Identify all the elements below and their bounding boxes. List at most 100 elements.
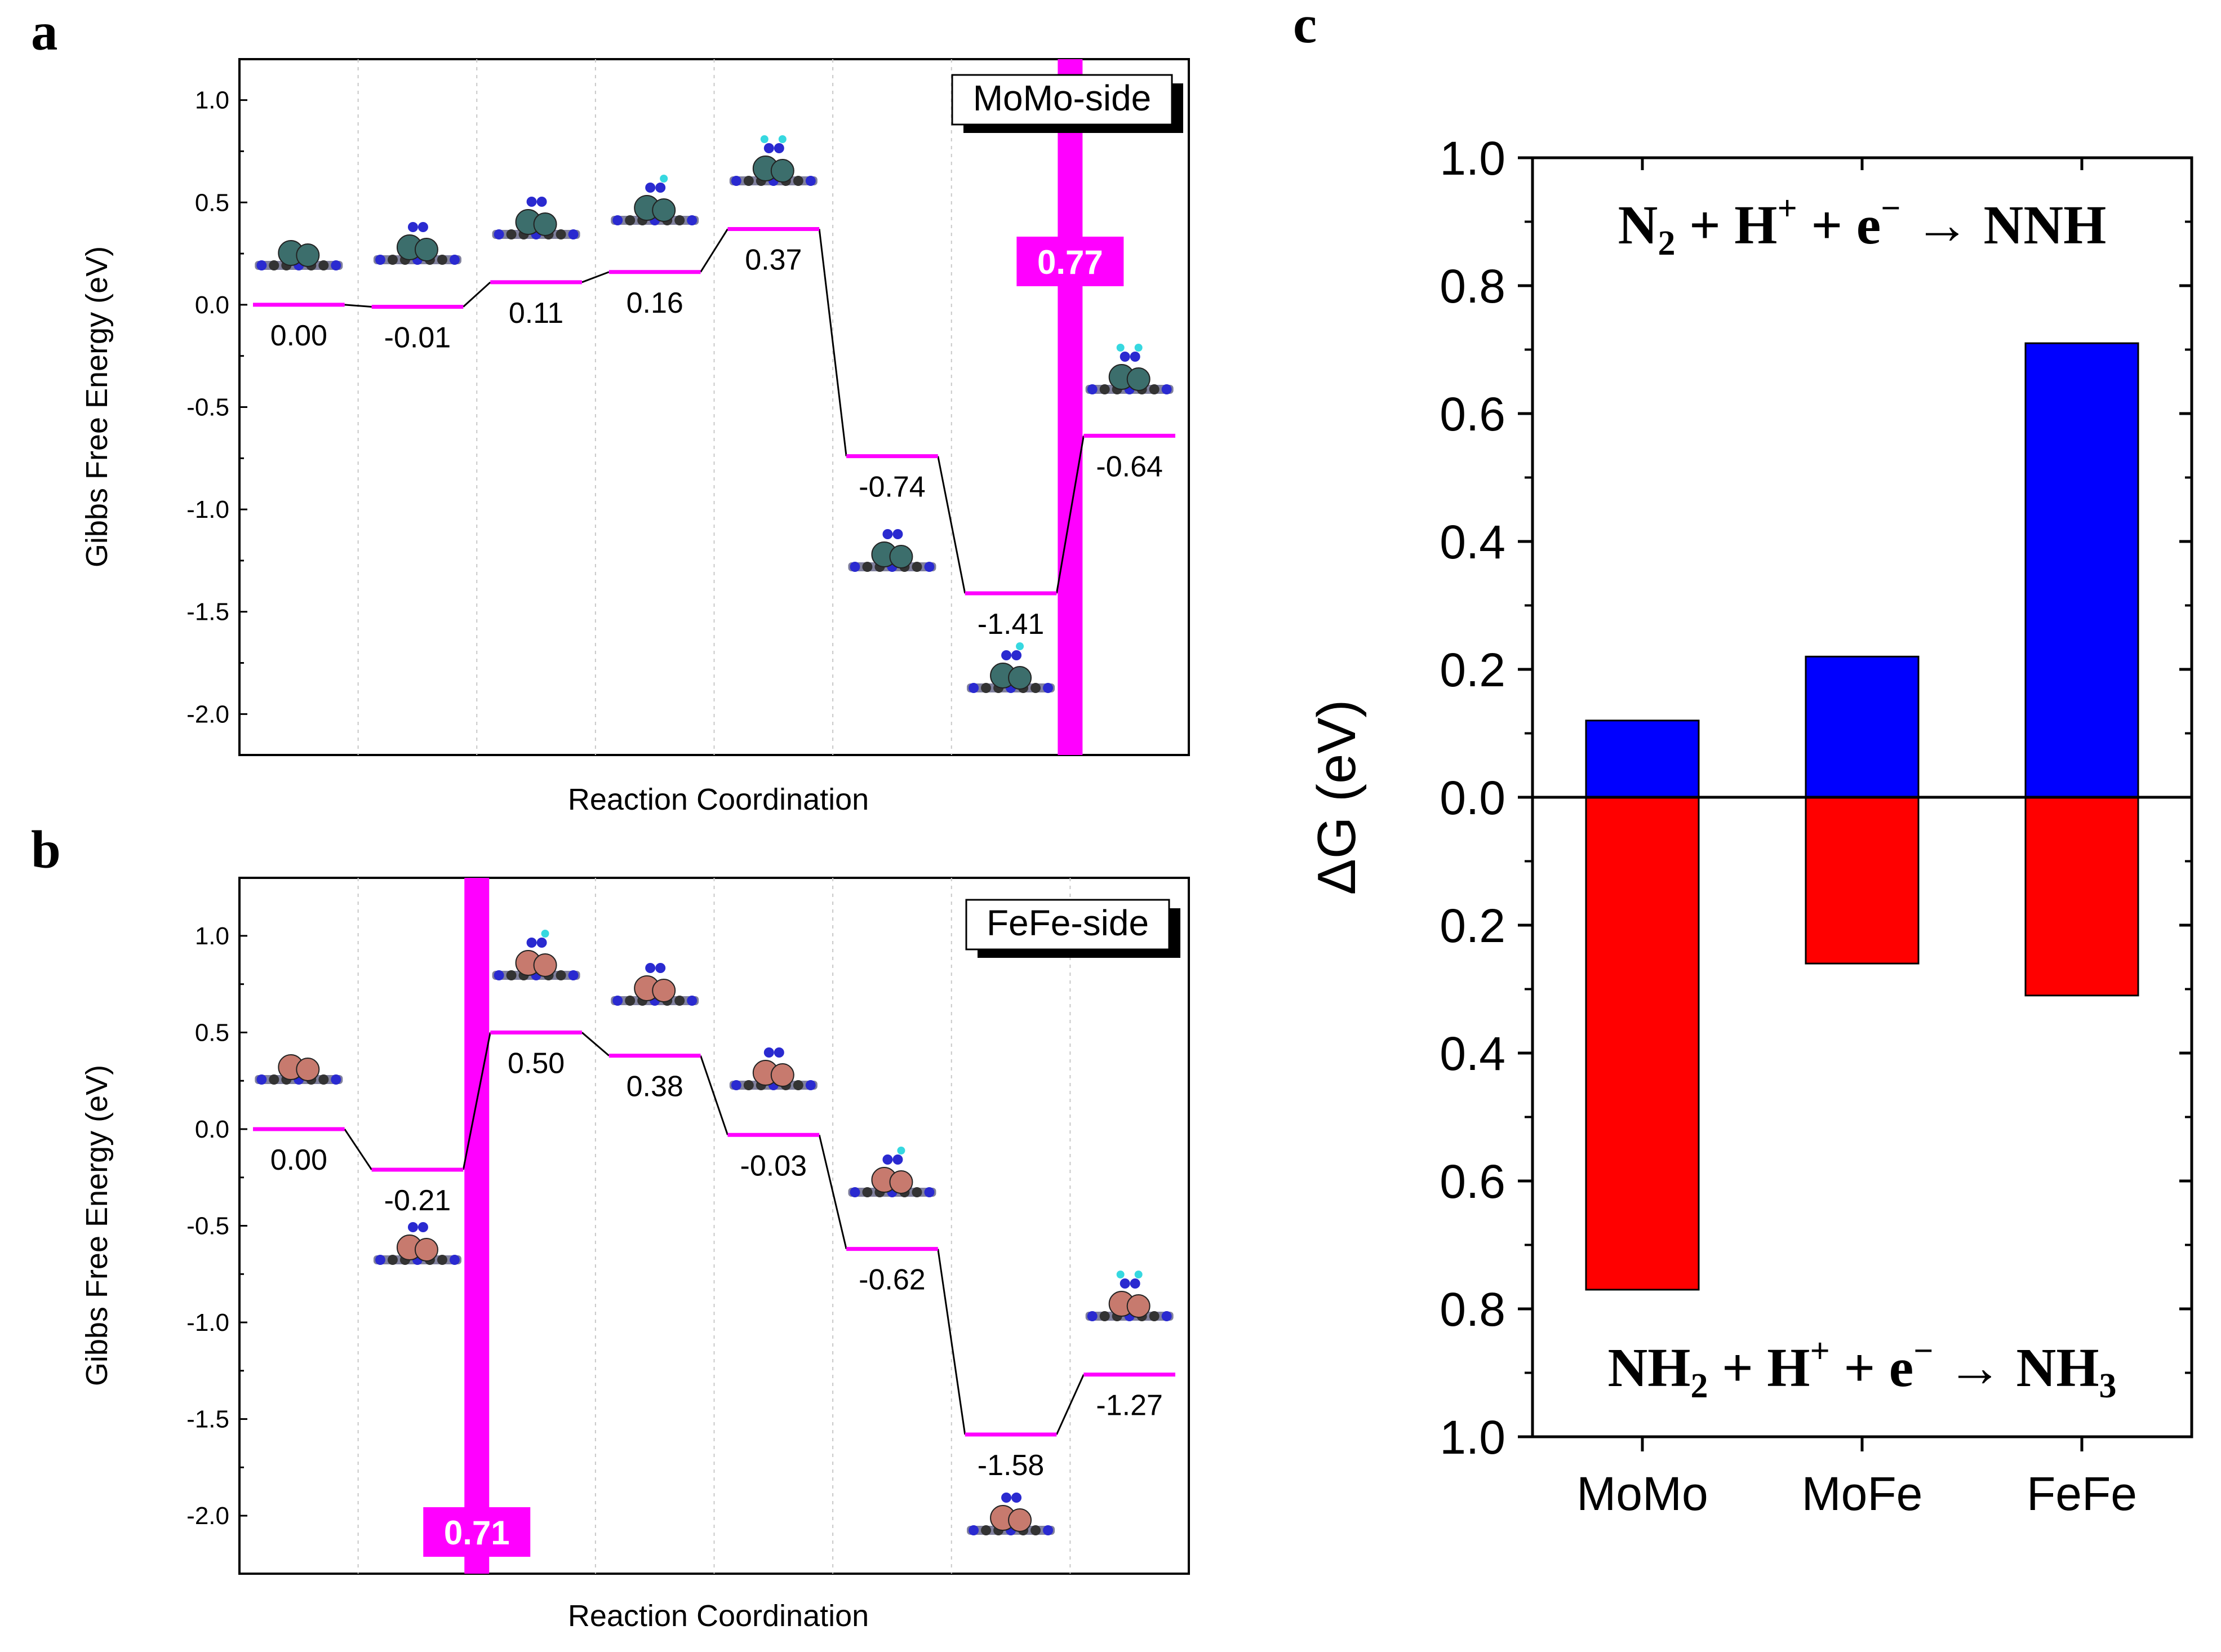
bar-nh3 xyxy=(2024,796,2139,997)
energy-value-label: -0.74 xyxy=(859,471,926,504)
metal-atom xyxy=(652,979,676,1002)
metal-atom xyxy=(1008,1508,1032,1532)
metal-atom xyxy=(770,159,794,183)
y-tick-label: 0.8 xyxy=(1440,260,1505,313)
nitrogen-atom xyxy=(805,1080,816,1090)
nitrogen-atom xyxy=(924,562,935,572)
legend-text: MoMo-side xyxy=(973,78,1152,118)
nitrogen-atom xyxy=(655,183,666,193)
carbon-atom xyxy=(1099,384,1110,394)
carbon-atom xyxy=(625,215,636,225)
carbon-atom xyxy=(437,1255,447,1265)
nitrogen-atom xyxy=(526,938,537,948)
metal-atom xyxy=(533,953,557,977)
hydrogen-atom xyxy=(897,1147,905,1154)
step-connector xyxy=(1056,1374,1085,1435)
nitrogen-atom xyxy=(850,1187,860,1197)
nitrogen-atom xyxy=(1120,1278,1130,1289)
carbon-atom xyxy=(269,1074,279,1085)
step-connector xyxy=(463,281,491,308)
y-tick-label: -1.0 xyxy=(186,496,229,523)
nitrogen-atom xyxy=(612,215,623,225)
energy-value-label: 0.50 xyxy=(508,1047,565,1080)
carbon-atom xyxy=(674,215,685,225)
nitrogen-atom xyxy=(882,529,893,539)
carbon-atom xyxy=(862,562,873,572)
energy-value-label: -0.01 xyxy=(384,322,451,354)
y-axis-label: Gibbs Free Energy (eV) xyxy=(80,1065,114,1386)
y-tick-label: 0.6 xyxy=(1440,388,1505,441)
carbon-atom xyxy=(743,1080,754,1090)
x-axis: MoMo MoFe FeFe xyxy=(1576,158,2137,1520)
barrier-value-label: 0.77 xyxy=(1037,243,1103,281)
nitrogen-atom xyxy=(763,143,774,153)
y-tick-label: 1.0 xyxy=(195,87,229,114)
metal-atom xyxy=(1008,666,1032,690)
energy-value-label: 0.11 xyxy=(509,297,563,330)
energy-value-label: -1.41 xyxy=(978,608,1045,641)
y-tick-label: 0.2 xyxy=(1440,643,1505,696)
carbon-atom xyxy=(318,260,329,270)
metal-atom xyxy=(414,1238,438,1262)
y-axis-label: ΔG (eV) xyxy=(1307,700,1367,895)
bar-nnh xyxy=(1805,655,1920,798)
metal-atom xyxy=(1126,367,1151,391)
bar-nh3 xyxy=(1585,796,1700,1291)
step-connector xyxy=(937,456,966,594)
carbon-atom xyxy=(1149,1311,1160,1321)
nitrogen-atom xyxy=(969,683,979,693)
carbon-atom xyxy=(387,255,398,265)
carbon-atom xyxy=(912,562,922,572)
hydrogen-atom xyxy=(1134,344,1143,352)
bar-nh3 xyxy=(1805,796,1920,965)
nitrogen-atom xyxy=(731,176,741,186)
x-axis-label: Reaction Coordination xyxy=(568,1599,869,1633)
nitrogen-atom xyxy=(375,255,385,265)
nitrogen-atom xyxy=(1087,1311,1098,1321)
y-tick-label: 1.0 xyxy=(1440,132,1505,185)
carbon-atom xyxy=(269,260,279,270)
step-connector xyxy=(1055,436,1085,594)
hydrogen-atom xyxy=(778,135,787,143)
bar-nnh xyxy=(1585,720,1700,798)
y-tick-label: 0.8 xyxy=(1440,1283,1505,1336)
nitrogen-atom xyxy=(924,1187,935,1197)
nitrogen-atom xyxy=(449,255,460,265)
nitrogen-atom xyxy=(645,963,656,973)
bar-nnh xyxy=(2024,342,2139,798)
nitrogen-atom xyxy=(655,963,666,973)
carbon-atom xyxy=(862,1187,873,1197)
hydrogen-atom xyxy=(760,135,769,143)
nitrogen-atom xyxy=(687,215,698,225)
y-tick-label: 0.0 xyxy=(1440,771,1505,824)
nitrogen-atom xyxy=(1161,1311,1172,1321)
nitrogen-atom xyxy=(568,229,579,239)
energy-value-label: -0.62 xyxy=(859,1264,926,1296)
structure-insets xyxy=(255,135,1174,693)
nitrogen-atom xyxy=(805,176,816,186)
legend-text: FeFe-side xyxy=(987,903,1149,943)
x-axis-label: Reaction Coordination xyxy=(568,783,869,816)
carbon-atom xyxy=(625,996,636,1006)
carbon-atom xyxy=(387,1255,398,1265)
carbon-atom xyxy=(674,996,685,1006)
nitrogen-atom xyxy=(892,1154,903,1165)
step-connector xyxy=(581,271,610,283)
carbon-atom xyxy=(1030,683,1041,693)
x-tick-label: MoMo xyxy=(1576,1467,1708,1520)
nitrogen-atom xyxy=(1011,650,1022,660)
barrier-value-label: 0.71 xyxy=(444,1514,510,1552)
hydrogen-atom xyxy=(1116,1271,1125,1278)
metal-atom xyxy=(652,198,676,222)
nitrogen-atom xyxy=(526,197,537,207)
energy-value-label: -0.21 xyxy=(384,1184,451,1217)
energy-value-label: 0.16 xyxy=(627,287,683,319)
panel-letter-c: c xyxy=(1293,0,1317,54)
x-tick-label: MoFe xyxy=(1802,1467,1923,1520)
carbon-atom xyxy=(1030,1525,1041,1535)
hydrogen-atom xyxy=(660,175,668,183)
nitrogen-atom xyxy=(774,143,784,153)
carbon-atom xyxy=(1099,1311,1110,1321)
metal-atom xyxy=(770,1063,794,1087)
nitrogen-atom xyxy=(969,1525,979,1535)
